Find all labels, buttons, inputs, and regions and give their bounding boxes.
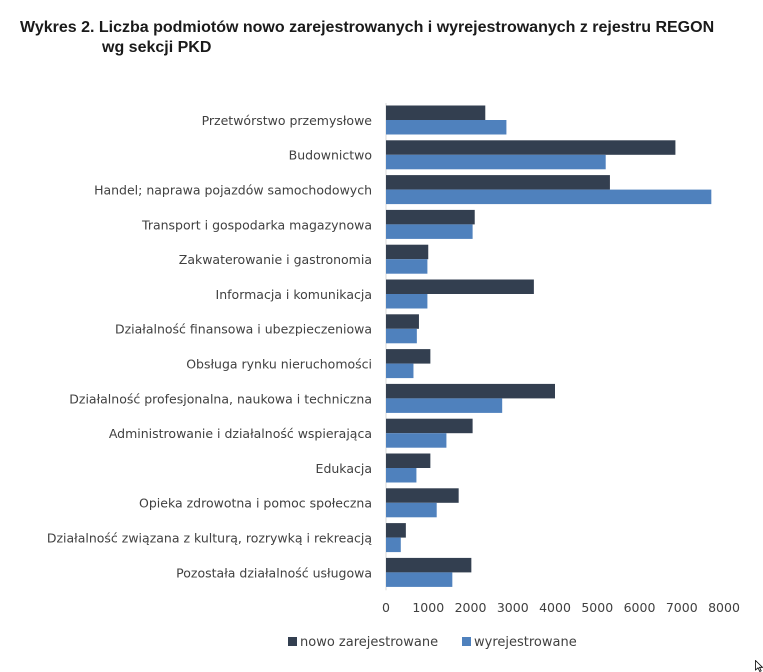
x-tick-label: 1000 <box>412 600 444 615</box>
legend-label: nowo zarejestrowane <box>300 635 438 650</box>
bar-registered <box>386 557 472 573</box>
category-label: Administrowanie i działalność wspierając… <box>109 426 372 441</box>
category-label: Działalność związana z kulturą, rozrywką… <box>47 531 372 546</box>
chart-title: Wykres 2. Liczba podmiotów nowo zarejest… <box>20 18 750 58</box>
category-label: Przetwórstwo przemysłowe <box>202 113 373 128</box>
mouse-cursor-icon <box>755 660 763 672</box>
bar-registered <box>386 383 555 399</box>
bar-registered <box>386 314 419 329</box>
bar-registered <box>386 105 486 120</box>
bar-deregistered <box>386 363 414 379</box>
bar-registered <box>386 523 406 538</box>
category-label: Działalność profesjonalna, naukowa i tec… <box>69 391 372 406</box>
bar-deregistered <box>386 572 453 587</box>
bar-registered <box>386 209 475 225</box>
bar-deregistered <box>386 502 437 518</box>
bar-registered <box>386 418 473 434</box>
x-tick-label: 5000 <box>581 600 613 615</box>
legend-swatch <box>462 637 471 646</box>
bar-deregistered <box>386 294 428 309</box>
bar-registered <box>386 453 431 468</box>
bar-deregistered <box>386 328 417 344</box>
bar-deregistered <box>386 398 503 413</box>
bar-deregistered <box>386 120 507 135</box>
legend-swatch <box>288 637 297 646</box>
bar-registered <box>386 279 534 294</box>
bar-registered <box>386 349 431 364</box>
bar-registered <box>386 140 676 155</box>
x-tick-label: 2000 <box>455 600 487 615</box>
category-label: Pozostała działalność usługowa <box>176 565 372 580</box>
category-label: Obsługa rynku nieruchomości <box>186 357 372 372</box>
x-tick-label: 3000 <box>497 600 529 615</box>
category-label: Opieka zdrowotna i pomoc społeczna <box>139 496 372 511</box>
category-label: Budownictwo <box>289 148 372 163</box>
category-label: Edukacja <box>316 461 372 476</box>
bar-deregistered <box>386 468 417 483</box>
bar-deregistered <box>386 154 606 170</box>
bar-registered <box>386 175 610 190</box>
category-label: Informacja i komunikacja <box>216 287 372 302</box>
x-tick-label: 4000 <box>539 600 571 615</box>
bar-deregistered <box>386 537 401 553</box>
bar-registered <box>386 488 459 503</box>
bar-deregistered <box>386 433 447 448</box>
category-label: Transport i gospodarka magazynowa <box>141 217 372 232</box>
bar-deregistered <box>386 189 712 205</box>
chart-title-line1: Wykres 2. Liczba podmiotów nowo zarejest… <box>20 19 715 36</box>
category-label: Działalność finansowa i ubezpieczeniowa <box>115 322 372 337</box>
category-label: Zakwaterowanie i gastronomia <box>179 252 372 267</box>
legend-label: wyrejestrowane <box>474 635 577 650</box>
bar-deregistered <box>386 224 473 239</box>
x-tick-label: 8000 <box>708 600 740 615</box>
x-tick-label: 0 <box>382 600 390 615</box>
bar-deregistered <box>386 259 428 274</box>
x-tick-label: 7000 <box>666 600 698 615</box>
category-label: Handel; naprawa pojazdów samochodowych <box>94 183 372 198</box>
x-tick-label: 6000 <box>624 600 656 615</box>
chart-title-line2: wg sekcji PKD <box>102 39 212 56</box>
bar-registered <box>386 244 429 260</box>
